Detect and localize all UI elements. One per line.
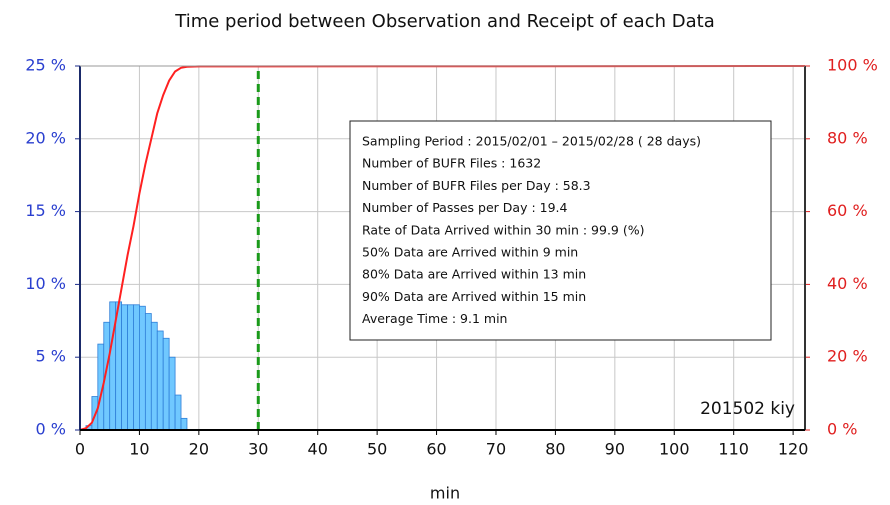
y2-tick-label: 100 % (827, 56, 878, 75)
info-line: 80% Data are Arrived within 13 min (362, 267, 586, 282)
x-axis-label: min (430, 484, 460, 503)
annotation: 201502 kiy (700, 399, 795, 419)
x-tick-label: 0 (75, 440, 85, 459)
cumulative-line (79, 65, 806, 431)
bar (180, 417, 188, 431)
info-line: Sampling Period : 2015/02/01 – 2015/02/2… (362, 134, 701, 149)
y2-tick-label: 80 % (827, 128, 868, 147)
info-line: Number of BUFR Files : 1632 (362, 156, 541, 171)
chart-title: Time period between Observation and Rece… (174, 11, 714, 32)
x-tick-label: 120 (778, 440, 809, 459)
y-tick-label: 10 % (25, 274, 66, 293)
info-line: Rate of Data Arrived within 30 min : 99.… (362, 222, 645, 237)
bar (121, 304, 128, 431)
bar (174, 394, 182, 431)
x-tick-label: 10 (129, 440, 149, 459)
y2-tick-label: 60 % (827, 201, 868, 220)
bar (144, 313, 152, 431)
x-tick-label: 50 (367, 440, 387, 459)
x-tick-label: 70 (486, 440, 506, 459)
y-tick-label: 5 % (36, 347, 66, 366)
x-tick-label: 110 (718, 440, 749, 459)
x-tick-label: 40 (308, 440, 328, 459)
bar (162, 337, 170, 431)
y-tick-label: 25 % (25, 56, 66, 75)
x-tick-label: 100 (659, 440, 690, 459)
x-tick-label: 90 (605, 440, 625, 459)
bar (150, 321, 158, 431)
y2-tick-label: 0 % (827, 420, 857, 439)
bar (139, 305, 146, 431)
info-line: Number of BUFR Files per Day : 58.3 (362, 178, 591, 193)
y2-tick-label: 40 % (827, 274, 868, 293)
bar (127, 304, 134, 431)
bar (133, 304, 140, 431)
y-tick-label: 15 % (25, 201, 66, 220)
info-box (349, 120, 772, 341)
x-tick-label: 30 (248, 440, 268, 459)
bar (168, 356, 176, 431)
y2-tick-label: 20 % (827, 347, 868, 366)
x-tick-label: 60 (426, 440, 446, 459)
bar (156, 330, 164, 431)
info-line: Average Time : 9.1 min (362, 311, 507, 326)
info-line: Number of Passes per Day : 19.4 (362, 200, 568, 215)
info-line: 90% Data are Arrived within 15 min (362, 289, 586, 304)
x-tick-label: 20 (189, 440, 209, 459)
info-line: 50% Data are Arrived within 9 min (362, 245, 578, 260)
y-tick-label: 20 % (25, 128, 66, 147)
x-tick-label: 80 (545, 440, 565, 459)
y-tick-label: 0 % (36, 420, 66, 439)
